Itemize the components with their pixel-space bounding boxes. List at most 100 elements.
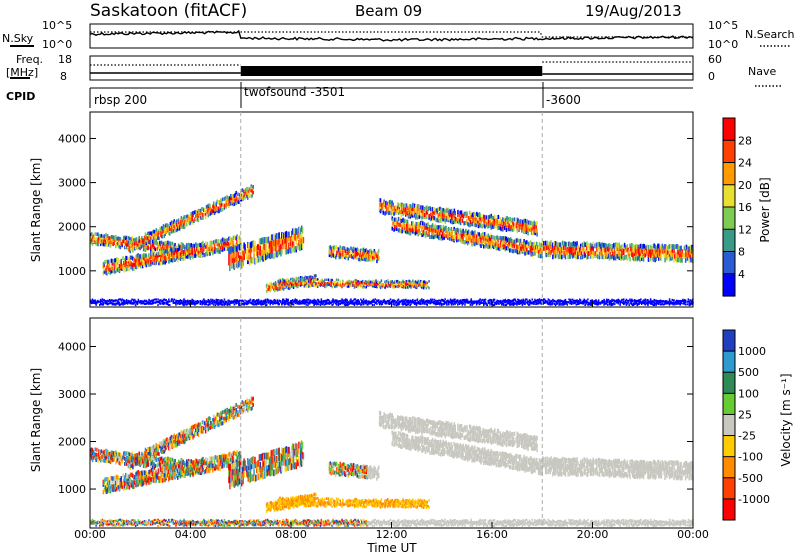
power-cell-3537 [326, 282, 329, 285]
power-cell-401 [113, 258, 115, 263]
power-cell-2223 [496, 219, 499, 224]
power-cell-2286 [516, 221, 518, 226]
power-cell-3963 [113, 302, 115, 305]
power-cell-3583 [342, 282, 344, 286]
power-cell-1891 [396, 208, 398, 213]
power-cell-3540 [327, 278, 330, 281]
power-cell-2295 [519, 225, 521, 230]
power-cell-3573 [337, 278, 340, 282]
power-cell-4560 [297, 301, 299, 304]
power-cell-1246 [252, 190, 254, 195]
power-cell-4143 [170, 298, 173, 301]
power-cell-2040 [441, 219, 443, 224]
power-cell-3138 [623, 250, 625, 255]
power-cell-3471 [306, 281, 308, 284]
power-cell-4702 [337, 304, 340, 306]
power-cell-4724 [343, 299, 346, 302]
power-cell-3795 [404, 284, 406, 287]
power-cell-1157 [225, 205, 227, 209]
power-cell-1801 [367, 252, 369, 257]
power-cell-2888 [548, 249, 550, 255]
power-cell-1410 [278, 248, 280, 255]
power-cell-3611 [352, 284, 354, 287]
power-cell-1021 [182, 223, 184, 228]
power-cell-1867 [387, 201, 390, 206]
power-cell-2910 [553, 241, 556, 246]
power-cell-3170 [632, 248, 635, 253]
power-cell-1914 [403, 203, 405, 208]
power-cell-3401 [285, 280, 288, 283]
power-cell-787 [223, 246, 226, 251]
power-cell-3482 [308, 278, 311, 282]
power-cell-1802 [367, 250, 369, 254]
power-cell-291 [179, 244, 182, 249]
power-cell-3020 [586, 241, 588, 247]
power-cell-1683 [333, 248, 335, 252]
power-cell-4260 [206, 300, 209, 303]
power-cell-1167 [228, 204, 230, 208]
power-cell-3300 [669, 250, 672, 255]
power-cell-1614 [301, 276, 304, 280]
power-cell-2928 [559, 254, 561, 259]
power-cell-3941 [106, 303, 108, 305]
power-cell-3931 [102, 299, 105, 302]
power-cell-3019 [586, 245, 588, 251]
power-cell-1348 [259, 238, 262, 245]
power-cell-3618 [353, 281, 356, 284]
power-cell-4709 [339, 300, 341, 303]
power-cell-2601 [465, 239, 467, 244]
power-cell-2833 [530, 241, 533, 246]
power-cell-1850 [382, 206, 384, 211]
power-cell-111 [122, 239, 124, 244]
power-cell-3574 [338, 283, 341, 287]
power-cell-4723 [343, 301, 346, 304]
power-cell-4454 [264, 302, 266, 304]
power-cell-2549 [448, 231, 451, 236]
power-cell-365 [102, 262, 105, 267]
power-cell-2487 [431, 234, 433, 239]
power-cell-2792 [518, 238, 521, 243]
power-cell-3513 [319, 284, 322, 287]
power-cell-4092 [154, 301, 157, 304]
power-cell-2598 [463, 230, 465, 235]
power-cell-870 [135, 241, 138, 245]
power-cell-2479 [427, 227, 429, 232]
power-cell-553 [156, 257, 158, 262]
power-cell-4187 [185, 302, 187, 305]
power-cell-50 [103, 234, 105, 238]
power-cell-4410 [252, 302, 254, 305]
power-cell-2509 [436, 229, 438, 234]
power-cell-3588 [343, 283, 346, 287]
power-cell-517 [145, 259, 148, 264]
power-cell-3910 [95, 302, 97, 305]
power-cell-3169 [632, 251, 635, 257]
power-cell-4491 [275, 302, 278, 304]
power-cell-3187 [637, 251, 639, 257]
power-cell-1537 [278, 281, 280, 285]
power-cell-3608 [351, 284, 353, 288]
power-cell-3663 [367, 284, 369, 287]
power-cell-1340 [256, 244, 259, 251]
power-cell-3256 [656, 252, 658, 257]
power-cell-828 [236, 239, 238, 244]
power-cell-71 [109, 237, 112, 241]
power-cell-576 [161, 249, 164, 254]
power-cell-3579 [340, 284, 342, 287]
power-cell-859 [132, 245, 134, 249]
power-cell-3823 [411, 283, 413, 286]
power-cell-960 [164, 224, 166, 229]
power-cell-915 [151, 239, 154, 244]
power-cell-950 [162, 234, 165, 238]
power-cell-4326 [225, 301, 227, 304]
power-cell-4219 [193, 300, 195, 302]
power-cell-2522 [440, 228, 442, 233]
power-cell-4788 [361, 300, 364, 302]
power-cell-2516 [438, 231, 440, 236]
power-cell-2529 [442, 235, 445, 240]
power-cell-4234 [199, 302, 201, 305]
power-cell-200 [150, 248, 152, 252]
power-cell-1868 [388, 210, 391, 215]
power-cell-2433 [414, 231, 417, 236]
power-cell-3341 [683, 254, 685, 259]
power-cell-1119 [213, 211, 216, 216]
